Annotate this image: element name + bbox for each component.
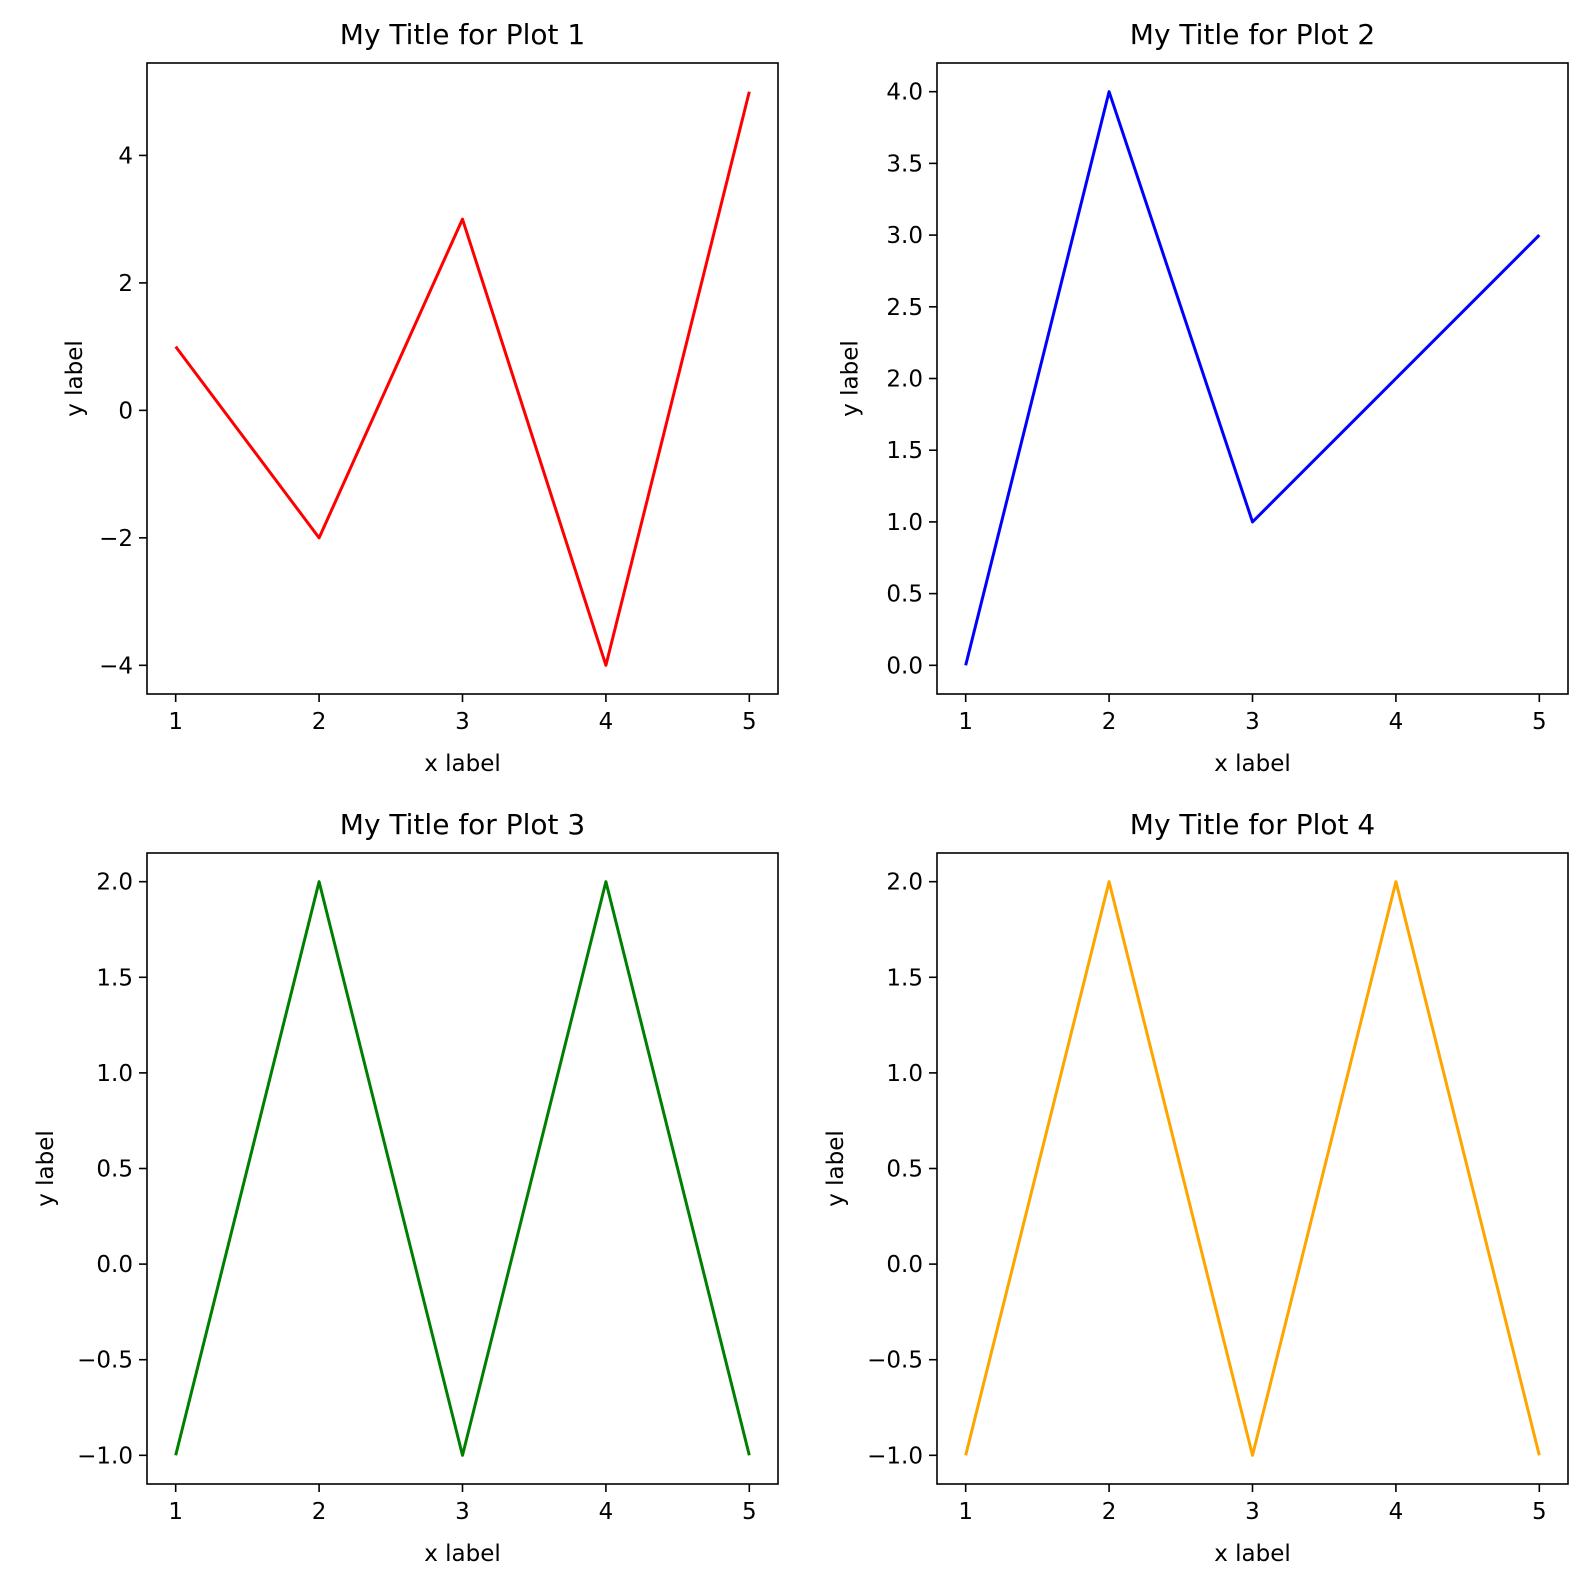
y-tick-label: 2 — [118, 271, 133, 297]
plot-title: My Title for Plot 3 — [340, 808, 585, 841]
subplot-1: 1 2 3 4 5 −4 −2 0 2 4 My Title for Plot 1 x label y … — [62, 18, 779, 777]
y-tick-label: 3.0 — [886, 223, 923, 249]
y-tick-label: −2 — [99, 526, 133, 552]
x-axis-label: x label — [424, 1541, 501, 1567]
y-tick-label: −4 — [99, 653, 133, 679]
x-axis-label: x label — [424, 751, 501, 777]
subplot-3: 1 2 3 4 5 −1.0 −0.5 0.0 0.5 1.0 1.5 2.0 My Title for… — [33, 808, 779, 1567]
y-tick-label: 0.0 — [886, 1252, 923, 1278]
series-line-1 — [964, 880, 1541, 1457]
x-tick-label: 1 — [958, 709, 973, 735]
x-axis-label: x label — [1214, 1541, 1291, 1567]
plot-title: My Title for Plot 2 — [1130, 18, 1375, 51]
y-tick-label: 2.0 — [886, 367, 923, 393]
y-tick-label: 2.0 — [96, 870, 133, 896]
x-tick-label: 1 — [958, 1499, 973, 1525]
y-axis-label: y label — [838, 340, 864, 417]
y-tick-label: 0.5 — [886, 582, 923, 608]
x-tick-label: 3 — [1245, 1499, 1260, 1525]
y-tick-label: 2.0 — [886, 870, 923, 896]
series-line-1 — [964, 90, 1541, 666]
subplot-4: 1 2 3 4 5 −1.0 −0.5 0.0 0.5 1.0 1.5 2.0 My Title for… — [823, 808, 1569, 1567]
y-axis-label: y label — [62, 340, 88, 417]
y-tick-label: 1.0 — [886, 510, 923, 536]
series-line-1 — [174, 91, 751, 667]
y-axis-label: y label — [33, 1130, 59, 1207]
y-tick-label: 4.0 — [886, 80, 923, 106]
y-tick-label: 0 — [118, 398, 133, 424]
x-tick-label: 3 — [455, 709, 470, 735]
x-tick-label: 2 — [1102, 709, 1117, 735]
y-tick-label: 1.5 — [96, 965, 133, 991]
plot-title: My Title for Plot 1 — [340, 18, 585, 51]
plot-title: My Title for Plot 4 — [1130, 808, 1375, 841]
x-tick-label: 5 — [742, 1499, 757, 1525]
x-tick-label: 4 — [599, 1499, 614, 1525]
y-tick-label: 1.5 — [886, 438, 923, 464]
y-tick-label: 1.0 — [96, 1061, 133, 1087]
y-tick-label: −0.5 — [77, 1348, 133, 1374]
x-tick-label: 3 — [455, 1499, 470, 1525]
x-tick-label: 2 — [1102, 1499, 1117, 1525]
x-tick-label: 4 — [599, 709, 614, 735]
series-line-1 — [174, 880, 751, 1457]
y-tick-label: 2.5 — [886, 295, 923, 321]
x-axis-label: x label — [1214, 751, 1291, 777]
x-tick-label: 5 — [1532, 1499, 1547, 1525]
y-tick-label: 0.0 — [96, 1252, 133, 1278]
y-tick-label: −0.5 — [867, 1348, 923, 1374]
y-tick-label: 0.0 — [886, 653, 923, 679]
y-tick-label: −1.0 — [867, 1443, 923, 1469]
subplot-2: 1 2 3 4 5 0.0 0.5 1.0 1.5 2.0 2.5 3.0 3.5 4.0 My Title… — [838, 18, 1569, 777]
y-tick-label: 0.5 — [96, 1157, 133, 1183]
x-tick-label: 4 — [1389, 1499, 1404, 1525]
y-tick-label: 1.5 — [886, 965, 923, 991]
x-tick-label: 1 — [168, 709, 183, 735]
x-tick-label: 5 — [1532, 709, 1547, 735]
y-tick-label: 0.5 — [886, 1157, 923, 1183]
x-tick-label: 5 — [742, 709, 757, 735]
x-tick-label: 4 — [1389, 709, 1404, 735]
y-tick-label: 1.0 — [886, 1061, 923, 1087]
x-tick-label: 2 — [312, 1499, 327, 1525]
x-tick-label: 2 — [312, 709, 327, 735]
y-tick-label: −1.0 — [77, 1443, 133, 1469]
y-tick-label: 3.5 — [886, 151, 923, 177]
x-tick-label: 3 — [1245, 709, 1260, 735]
y-axis-label: y label — [823, 1130, 849, 1207]
y-tick-label: 4 — [118, 143, 133, 169]
x-tick-label: 1 — [168, 1499, 183, 1525]
